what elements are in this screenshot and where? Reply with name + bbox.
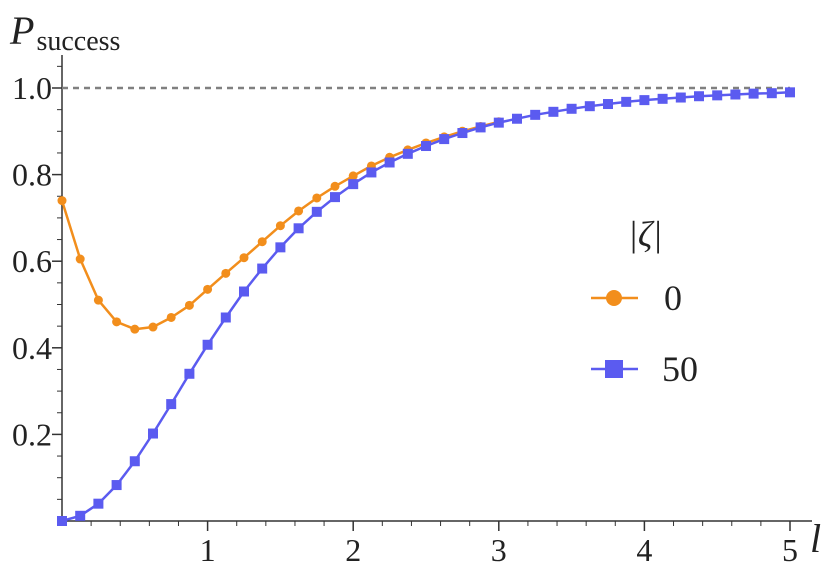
data-point	[330, 192, 340, 203]
y-tick-label: 0.6	[12, 243, 52, 279]
data-point	[112, 317, 122, 327]
data-point	[166, 399, 177, 410]
legend-label-50: 50	[662, 349, 698, 389]
legend: |ζ| 0 50	[591, 214, 698, 389]
data-point	[730, 89, 741, 100]
legend-label-0: 0	[664, 278, 682, 318]
data-point	[130, 324, 140, 334]
legend-title: |ζ|	[628, 214, 662, 254]
data-point	[257, 237, 267, 247]
data-point	[475, 122, 486, 133]
data-point	[566, 103, 577, 114]
x-tick-label: 1	[200, 532, 216, 568]
data-point	[57, 196, 67, 206]
data-point	[348, 179, 359, 190]
legend-marker-square	[605, 360, 623, 378]
data-point	[93, 295, 103, 305]
data-point	[584, 101, 595, 112]
x-tick-label: 5	[782, 532, 798, 568]
data-point	[294, 206, 304, 216]
legend-marker-circle	[606, 290, 622, 306]
y-ticks: 0.2 0.4 0.6 0.8 1.0	[12, 65, 62, 500]
data-point	[111, 480, 122, 491]
data-point	[293, 223, 304, 234]
data-point	[75, 510, 86, 521]
data-point	[220, 312, 231, 323]
x-tick-label: 4	[636, 532, 652, 568]
data-point	[239, 253, 249, 263]
series-0	[57, 117, 504, 334]
data-point	[239, 286, 249, 297]
data-point	[493, 117, 504, 128]
data-point	[184, 368, 195, 379]
legend-item-50: 50	[591, 349, 698, 389]
data-point	[75, 254, 85, 264]
data-point	[712, 90, 723, 101]
data-point	[166, 312, 176, 322]
y-tick-label: 0.4	[12, 330, 52, 366]
y-tick-label: 0.8	[12, 157, 52, 193]
x-ticks: 1 2 3 4 5	[90, 521, 798, 568]
data-point	[512, 113, 522, 124]
data-point	[675, 92, 686, 103]
data-point	[257, 263, 268, 274]
data-point	[694, 91, 704, 102]
y-tick-label: 1.0	[12, 70, 52, 106]
data-point	[639, 95, 650, 106]
data-point	[148, 322, 158, 332]
data-point	[348, 171, 358, 181]
x-tick-label: 3	[491, 532, 507, 568]
data-point	[57, 516, 67, 526]
data-point	[93, 498, 104, 509]
data-point	[421, 141, 431, 152]
data-point	[457, 128, 468, 139]
data-point	[766, 88, 777, 99]
data-point	[621, 96, 632, 107]
data-point	[184, 300, 194, 310]
data-point	[657, 93, 668, 104]
data-point	[202, 339, 213, 350]
data-point	[748, 88, 759, 99]
x-axis-title: l	[810, 516, 821, 561]
series-50	[57, 87, 795, 526]
data-point	[311, 206, 322, 217]
data-point	[603, 99, 613, 110]
data-point	[384, 157, 395, 168]
data-point	[148, 428, 158, 439]
y-tick-label: 0.2	[12, 416, 52, 452]
legend-item-0: 0	[591, 278, 682, 318]
data-point	[129, 456, 140, 467]
data-point	[203, 284, 213, 294]
data-point	[530, 109, 541, 120]
data-point	[548, 106, 559, 117]
x-tick-label: 2	[345, 532, 361, 568]
data-point	[366, 167, 377, 178]
data-point	[275, 242, 286, 253]
data-point	[275, 221, 285, 231]
data-point	[785, 87, 795, 98]
data-point	[221, 268, 231, 278]
data-point	[402, 148, 413, 159]
series-layer	[57, 87, 795, 526]
y-axis-title: Psuccess	[9, 8, 120, 57]
data-point	[330, 181, 340, 191]
data-point	[439, 134, 450, 145]
data-point	[312, 193, 322, 203]
